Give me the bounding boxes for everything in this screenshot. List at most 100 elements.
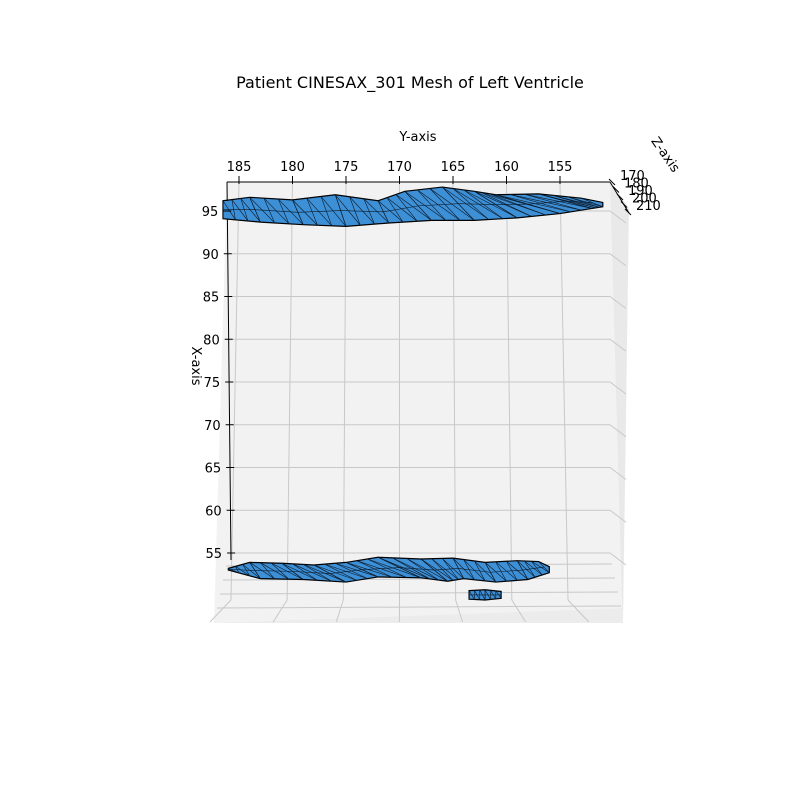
x-tick-label: 85 bbox=[203, 291, 220, 306]
mesh-edge bbox=[255, 570, 293, 572]
mesh-edge bbox=[367, 558, 421, 579]
mesh-edge bbox=[452, 188, 504, 219]
grid-line-floor-z bbox=[216, 605, 622, 609]
grid-line-y bbox=[342, 181, 347, 601]
mesh-edge bbox=[242, 564, 261, 579]
mesh-edge bbox=[292, 571, 330, 574]
x-tick-label: 95 bbox=[202, 205, 219, 220]
mesh-edge bbox=[538, 193, 596, 209]
x-axis-label: X-axis bbox=[188, 347, 203, 386]
mesh-edge bbox=[345, 562, 393, 578]
grid-line-floor bbox=[209, 599, 232, 623]
mesh-edge bbox=[524, 193, 593, 209]
z-tick-mark bbox=[624, 208, 632, 216]
grid-line-floor bbox=[335, 599, 344, 623]
z-tick-label: 210 bbox=[636, 199, 661, 214]
mesh-edge bbox=[484, 562, 497, 583]
mesh-edge bbox=[417, 189, 461, 221]
grid-line-floor bbox=[272, 599, 288, 623]
mesh-edge bbox=[377, 200, 390, 224]
mesh-edge bbox=[463, 189, 518, 219]
floor-pane bbox=[213, 608, 623, 623]
x-axis-line bbox=[226, 181, 232, 561]
mesh-edge bbox=[349, 196, 375, 225]
grid-line-y bbox=[230, 181, 240, 601]
mesh-edge bbox=[235, 566, 250, 577]
grid-line-side bbox=[609, 338, 627, 352]
mesh-edge bbox=[356, 560, 407, 578]
mesh-edge bbox=[552, 195, 600, 208]
mesh-edge bbox=[522, 566, 544, 571]
z-tick-label: 190 bbox=[628, 184, 653, 199]
grid-line-y bbox=[286, 181, 293, 601]
mesh-edge bbox=[231, 199, 249, 222]
mesh-surface bbox=[222, 186, 604, 601]
back-pane bbox=[214, 182, 622, 623]
mesh-edge bbox=[429, 188, 475, 221]
mesh-edge bbox=[581, 197, 603, 208]
mesh-edge bbox=[222, 200, 236, 220]
grid-line-side bbox=[609, 296, 627, 309]
mesh-edge bbox=[249, 562, 261, 579]
z-tick-label: 200 bbox=[632, 192, 657, 207]
mesh-edge bbox=[565, 200, 593, 203]
mesh-edge bbox=[386, 197, 418, 222]
grid-line-side bbox=[609, 381, 627, 395]
tick-labels: 185 180 175 170 165 160 155 95 90 85 80 75 70 65 60 55 1… bbox=[202, 160, 661, 562]
z-tick-label: 180 bbox=[624, 177, 649, 192]
z-tick-mark bbox=[612, 186, 620, 193]
mesh-edge bbox=[395, 194, 432, 221]
y-tick-label: 185 bbox=[227, 160, 252, 175]
z-tick-label: 170 bbox=[620, 169, 645, 184]
mesh-edge bbox=[404, 191, 447, 221]
mesh-edge bbox=[292, 199, 318, 226]
grid-line-side bbox=[609, 253, 627, 267]
mesh-edge bbox=[434, 568, 459, 571]
y-tick-label: 160 bbox=[494, 160, 519, 175]
mesh-edge bbox=[249, 197, 261, 223]
z-tick-mark bbox=[620, 201, 628, 208]
mesh-edge bbox=[490, 569, 523, 573]
y-tick-label: 170 bbox=[387, 160, 412, 175]
grid-line-floor-z bbox=[219, 591, 619, 595]
mesh-edge bbox=[458, 203, 496, 205]
y-tick-label: 175 bbox=[334, 160, 359, 175]
grid-line-y bbox=[452, 181, 457, 601]
grid-line-side bbox=[609, 509, 627, 523]
mesh-edge bbox=[474, 191, 532, 217]
grid-line-side bbox=[609, 552, 627, 566]
mesh-edge bbox=[377, 200, 404, 223]
grid-lines bbox=[209, 181, 627, 623]
x-tick-label: 65 bbox=[205, 462, 222, 477]
mesh-edge bbox=[418, 203, 459, 207]
mesh-edge bbox=[335, 194, 361, 226]
mesh-edge bbox=[228, 568, 256, 571]
mesh-edge bbox=[383, 205, 419, 213]
mesh-edge bbox=[516, 560, 536, 578]
y-tick-label: 155 bbox=[548, 160, 573, 175]
x-tick-label: 90 bbox=[202, 248, 219, 263]
grid-line-floor bbox=[511, 599, 527, 623]
mesh-edge bbox=[399, 567, 435, 571]
mesh-edge bbox=[297, 210, 341, 213]
mesh-edge bbox=[363, 198, 390, 224]
z-tick-mark bbox=[608, 178, 616, 186]
grid-line-side bbox=[609, 424, 627, 438]
axis-panes bbox=[213, 182, 629, 623]
mesh-edge bbox=[329, 569, 363, 574]
mesh-edge bbox=[362, 567, 400, 570]
mesh-edge bbox=[340, 210, 384, 213]
mesh-edge bbox=[240, 198, 261, 223]
x-tick-label: 70 bbox=[204, 419, 221, 434]
y-axis-label: Y-axis bbox=[398, 130, 436, 145]
side-pane bbox=[610, 182, 629, 623]
chart-title: Patient CINESAX_301 Mesh of Left Ventric… bbox=[236, 73, 584, 93]
mesh-edge bbox=[531, 561, 550, 573]
mesh-edge bbox=[495, 194, 571, 213]
grid-line-y bbox=[559, 181, 569, 601]
mesh-edge bbox=[510, 194, 582, 211]
grid-line-y bbox=[506, 181, 513, 601]
grid-line-side bbox=[609, 467, 627, 480]
x-tick-label: 55 bbox=[206, 547, 223, 562]
